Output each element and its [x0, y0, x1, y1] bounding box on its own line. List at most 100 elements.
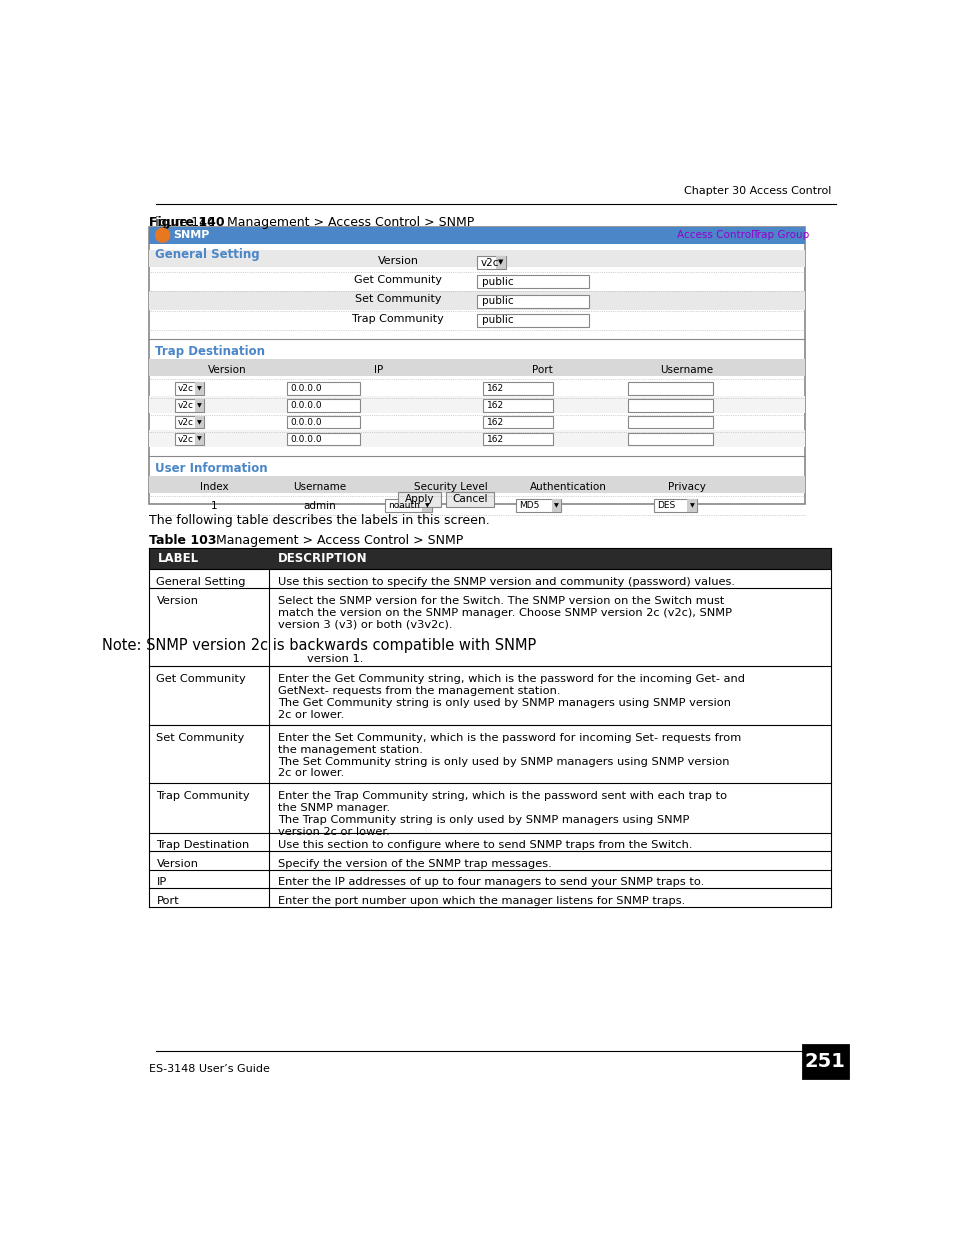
Text: the management station.: the management station.: [278, 745, 422, 755]
Text: Port: Port: [532, 366, 553, 375]
FancyBboxPatch shape: [149, 291, 804, 310]
Text: version 3 (v3) or both (v3v2c).: version 3 (v3) or both (v3v2c).: [278, 620, 452, 630]
Text: v2c: v2c: [178, 435, 193, 443]
FancyBboxPatch shape: [149, 569, 831, 588]
Text: v2c: v2c: [178, 417, 193, 427]
Text: 0.0.0.0: 0.0.0.0: [290, 417, 322, 427]
FancyBboxPatch shape: [483, 383, 553, 395]
Text: 0.0.0.0: 0.0.0.0: [290, 384, 322, 393]
Text: Note: SNMP version 2c is backwards compatible with SNMP: Note: SNMP version 2c is backwards compa…: [102, 637, 536, 652]
FancyBboxPatch shape: [627, 433, 713, 446]
FancyBboxPatch shape: [149, 249, 804, 267]
Text: Version: Version: [377, 256, 418, 266]
FancyBboxPatch shape: [195, 383, 204, 395]
Text: GetNext- requests from the management station.: GetNext- requests from the management st…: [278, 687, 560, 697]
Text: Trap Destination: Trap Destination: [156, 841, 250, 851]
Text: Management > Access Control > SNMP: Management > Access Control > SNMP: [204, 534, 463, 547]
FancyBboxPatch shape: [174, 383, 204, 395]
Text: Trap Community: Trap Community: [156, 792, 250, 802]
FancyBboxPatch shape: [195, 416, 204, 429]
FancyBboxPatch shape: [476, 294, 589, 308]
FancyBboxPatch shape: [195, 399, 204, 411]
Text: The following table describes the labels in this screen.: The following table describes the labels…: [149, 514, 489, 527]
FancyBboxPatch shape: [286, 399, 360, 411]
FancyBboxPatch shape: [174, 433, 204, 446]
Text: match the version on the SNMP manager. Choose SNMP version 2c (v2c), SNMP: match the version on the SNMP manager. C…: [278, 608, 731, 618]
FancyBboxPatch shape: [149, 725, 831, 783]
Text: 0.0.0.0: 0.0.0.0: [290, 435, 322, 443]
FancyBboxPatch shape: [149, 359, 804, 377]
Text: Apply: Apply: [404, 494, 434, 504]
FancyBboxPatch shape: [149, 851, 831, 869]
FancyBboxPatch shape: [802, 1045, 847, 1078]
Text: ▼: ▼: [554, 503, 558, 508]
Text: DES: DES: [657, 501, 675, 510]
Text: General Setting: General Setting: [154, 248, 259, 262]
FancyBboxPatch shape: [174, 416, 204, 429]
Text: version 1.: version 1.: [278, 655, 363, 664]
Text: Username: Username: [659, 366, 713, 375]
Text: Get Community: Get Community: [156, 674, 246, 684]
FancyBboxPatch shape: [149, 783, 831, 832]
FancyBboxPatch shape: [687, 499, 696, 511]
Text: 2c or lower.: 2c or lower.: [278, 768, 344, 778]
Text: 0.0.0.0: 0.0.0.0: [290, 401, 322, 410]
Text: Enter the IP addresses of up to four managers to send your SNMP traps to.: Enter the IP addresses of up to four man…: [278, 877, 703, 888]
Text: Port: Port: [156, 895, 179, 905]
FancyBboxPatch shape: [476, 256, 506, 269]
Text: admin: admin: [303, 501, 335, 511]
FancyBboxPatch shape: [483, 416, 553, 429]
FancyBboxPatch shape: [385, 499, 431, 511]
Text: Get Community: Get Community: [354, 275, 441, 285]
Text: Set Community: Set Community: [355, 294, 441, 305]
Text: Version: Version: [156, 595, 198, 605]
Text: Figure 140   Management > Access Control > SNMP: Figure 140 Management > Access Control >…: [149, 216, 474, 228]
Text: Trap Destination: Trap Destination: [154, 346, 265, 358]
Text: 2c or lower.: 2c or lower.: [278, 710, 344, 720]
Text: 162: 162: [487, 401, 504, 410]
Text: 162: 162: [487, 435, 504, 443]
FancyBboxPatch shape: [476, 275, 589, 288]
Text: User Information: User Information: [154, 462, 267, 475]
Text: Cancel: Cancel: [452, 494, 487, 504]
Text: 162: 162: [487, 384, 504, 393]
Text: Trap Group: Trap Group: [752, 230, 809, 241]
Text: Privacy: Privacy: [667, 483, 705, 493]
Text: Enter the port number upon which the manager listens for SNMP traps.: Enter the port number upon which the man…: [278, 895, 684, 905]
FancyBboxPatch shape: [174, 399, 204, 411]
Text: ▼: ▼: [197, 420, 202, 425]
FancyBboxPatch shape: [149, 548, 831, 569]
Text: Table 103: Table 103: [149, 534, 216, 547]
FancyBboxPatch shape: [397, 492, 440, 508]
Text: Version: Version: [156, 858, 198, 869]
FancyBboxPatch shape: [516, 499, 560, 511]
Text: Trap Community: Trap Community: [352, 314, 443, 324]
Text: Version: Version: [208, 366, 247, 375]
FancyBboxPatch shape: [195, 433, 204, 446]
FancyBboxPatch shape: [483, 399, 553, 411]
Text: Authentication: Authentication: [530, 483, 607, 493]
Text: Set Community: Set Community: [156, 732, 244, 742]
FancyBboxPatch shape: [654, 499, 696, 511]
FancyBboxPatch shape: [149, 869, 831, 888]
Text: public: public: [481, 315, 513, 325]
Text: Access Control: Access Control: [677, 230, 754, 241]
FancyBboxPatch shape: [627, 416, 713, 429]
FancyBboxPatch shape: [286, 433, 360, 446]
Text: Security Level: Security Level: [414, 483, 487, 493]
Text: The Get Community string is only used by SNMP managers using SNMP version: The Get Community string is only used by…: [278, 698, 730, 708]
Text: version 2c or lower.: version 2c or lower.: [278, 827, 390, 837]
FancyBboxPatch shape: [149, 227, 804, 243]
Text: Select the SNMP version for the Switch. The SNMP version on the Switch must: Select the SNMP version for the Switch. …: [278, 595, 723, 605]
Text: Username: Username: [293, 483, 346, 493]
Text: ▼: ▼: [197, 437, 202, 442]
Text: The Set Community string is only used by SNMP managers using SNMP version: The Set Community string is only used by…: [278, 757, 729, 767]
Text: 1: 1: [211, 501, 217, 511]
FancyBboxPatch shape: [476, 314, 589, 327]
Circle shape: [155, 228, 170, 242]
Text: Enter the Set Community, which is the password for incoming Set- requests from: Enter the Set Community, which is the pa…: [278, 732, 740, 742]
FancyBboxPatch shape: [286, 416, 360, 429]
FancyBboxPatch shape: [552, 499, 560, 511]
Text: 251: 251: [804, 1052, 844, 1071]
Text: the SNMP manager.: the SNMP manager.: [278, 803, 390, 813]
